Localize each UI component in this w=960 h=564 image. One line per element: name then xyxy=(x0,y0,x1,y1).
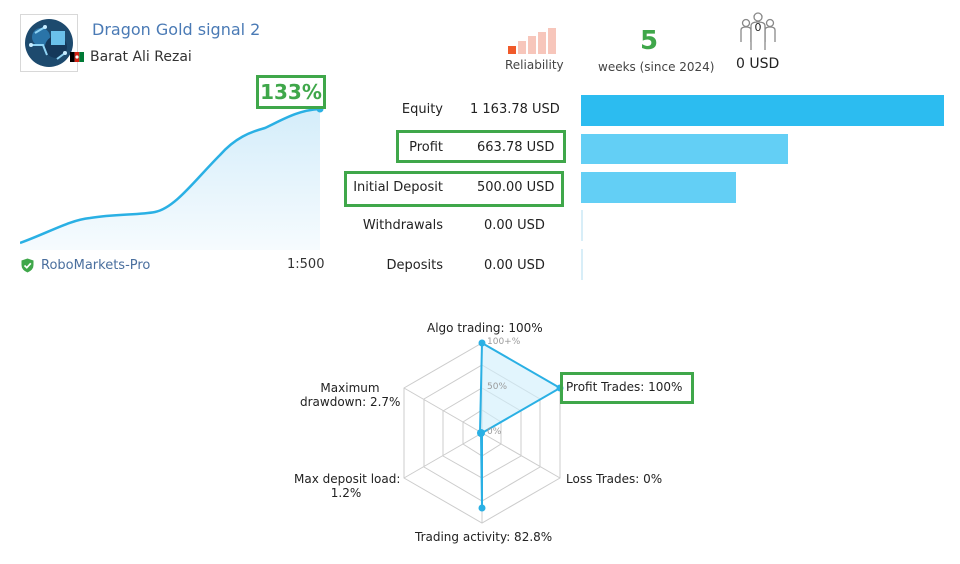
subscribers-count: 0 xyxy=(754,21,762,34)
radar-label-max-drawdown: Maximum drawdown: 2.7% xyxy=(300,381,400,409)
radar-point-center xyxy=(477,429,485,437)
withdrawals-value: 0.00 USD xyxy=(484,218,545,233)
radar-label-trading-activity: Trading activity: 82.8% xyxy=(415,530,553,544)
withdrawals-bar xyxy=(581,210,583,241)
afghanistan-flag-icon xyxy=(70,52,84,62)
broker-name[interactable]: RoboMarkets-Pro xyxy=(41,257,151,273)
radar-label-algo-trading: Algo trading: 100% xyxy=(427,321,543,335)
radar-shape xyxy=(478,341,563,509)
radar-scale-100: 100+% xyxy=(487,337,521,347)
weeks-label: weeks (since 2024) xyxy=(598,60,715,74)
subscribers-funds: 0 USD xyxy=(736,56,780,72)
max-drawdown-line1: Maximum xyxy=(320,381,380,395)
deposits-label: Deposits xyxy=(386,258,443,273)
verified-shield-icon xyxy=(21,258,34,272)
equity-bar xyxy=(581,95,944,126)
radar-label-profit-trades: Profit Trades: 100% xyxy=(566,380,683,394)
author-name[interactable]: Barat Ali Rezai xyxy=(90,49,192,65)
signal-title[interactable]: Dragon Gold signal 2 xyxy=(92,20,261,39)
reliability-bars-icon xyxy=(508,28,556,54)
equity-value: 1 163.78 USD xyxy=(470,102,560,117)
radar-point-algo xyxy=(478,339,486,347)
profit-value: 663.78 USD xyxy=(477,140,555,155)
radar-point-activity xyxy=(478,504,486,512)
radar-scale-50: 50% xyxy=(487,382,508,392)
subscribers-icon xyxy=(740,12,776,50)
profit-bar xyxy=(581,134,788,164)
deposits-value: 0.00 USD xyxy=(484,258,545,273)
initial-deposit-label: Initial Deposit xyxy=(353,180,443,195)
max-deposit-load-line2: 1.2% xyxy=(330,486,362,500)
withdrawals-label: Withdrawals xyxy=(362,218,443,233)
growth-area xyxy=(20,109,320,250)
brain-circuit-icon xyxy=(21,15,77,71)
signal-avatar[interactable] xyxy=(20,14,78,72)
deposits-bar xyxy=(581,249,583,280)
radar-chart[interactable] xyxy=(390,330,580,530)
initial-deposit-value: 500.00 USD xyxy=(477,180,555,195)
equity-label: Equity xyxy=(401,102,443,117)
broker-row: RoboMarkets-Pro xyxy=(20,256,150,274)
max-deposit-load-line1: Max deposit load: xyxy=(294,472,401,486)
weeks-value: 5 xyxy=(640,26,659,56)
growth-chart[interactable] xyxy=(20,90,330,250)
profit-highlight-box xyxy=(396,130,566,163)
initial-deposit-bar xyxy=(581,172,736,203)
author-row: Barat Ali Rezai xyxy=(70,48,192,66)
radar-label-max-deposit-load: Max deposit load: 1.2% xyxy=(294,472,401,500)
radar-label-loss-trades: Loss Trades: 0% xyxy=(566,472,663,486)
reliability-label: Reliability xyxy=(505,58,564,72)
profit-trades-highlight-box xyxy=(560,372,694,404)
growth-percent: 133% xyxy=(256,75,326,109)
leverage: 1:500 xyxy=(287,257,325,272)
growth-line xyxy=(20,107,321,245)
initial-deposit-highlight-box xyxy=(344,171,564,207)
profit-label: Profit xyxy=(409,140,443,155)
radar-scale-0: 0% xyxy=(487,427,502,437)
max-drawdown-line2: drawdown: 2.7% xyxy=(300,395,401,409)
